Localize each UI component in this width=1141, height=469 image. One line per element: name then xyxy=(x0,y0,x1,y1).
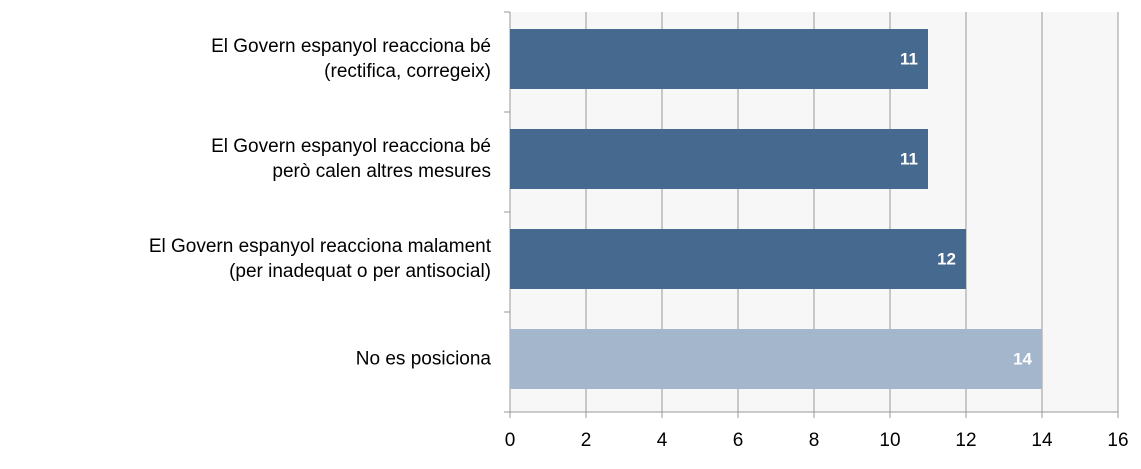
bar xyxy=(510,229,966,289)
value-label: 14 xyxy=(1013,349,1032,368)
value-label: 11 xyxy=(900,149,918,168)
x-tick-label: 4 xyxy=(657,430,668,451)
value-label: 12 xyxy=(937,249,956,268)
x-tick-label: 6 xyxy=(733,430,744,451)
y-tick-label: No es posiciona xyxy=(355,348,491,370)
bar xyxy=(510,29,928,89)
x-tick-label: 12 xyxy=(955,430,976,451)
value-label: 11 xyxy=(900,49,918,68)
x-tick-label: 0 xyxy=(505,430,516,451)
bar xyxy=(510,329,1042,389)
x-tick-label: 10 xyxy=(879,430,900,451)
x-tick-label: 2 xyxy=(581,430,592,451)
x-tick-label: 8 xyxy=(809,430,820,451)
bar xyxy=(510,129,928,189)
x-tick-label: 14 xyxy=(1031,430,1053,451)
y-tick-label: El Govern espanyol reacciona malament (p… xyxy=(148,236,491,282)
x-tick-label: 16 xyxy=(1107,430,1128,451)
y-tick-label: El Govern espanyol reacciona bé (rectifi… xyxy=(211,36,491,82)
y-tick-label: El Govern espanyol reacciona bé però cal… xyxy=(211,136,491,182)
